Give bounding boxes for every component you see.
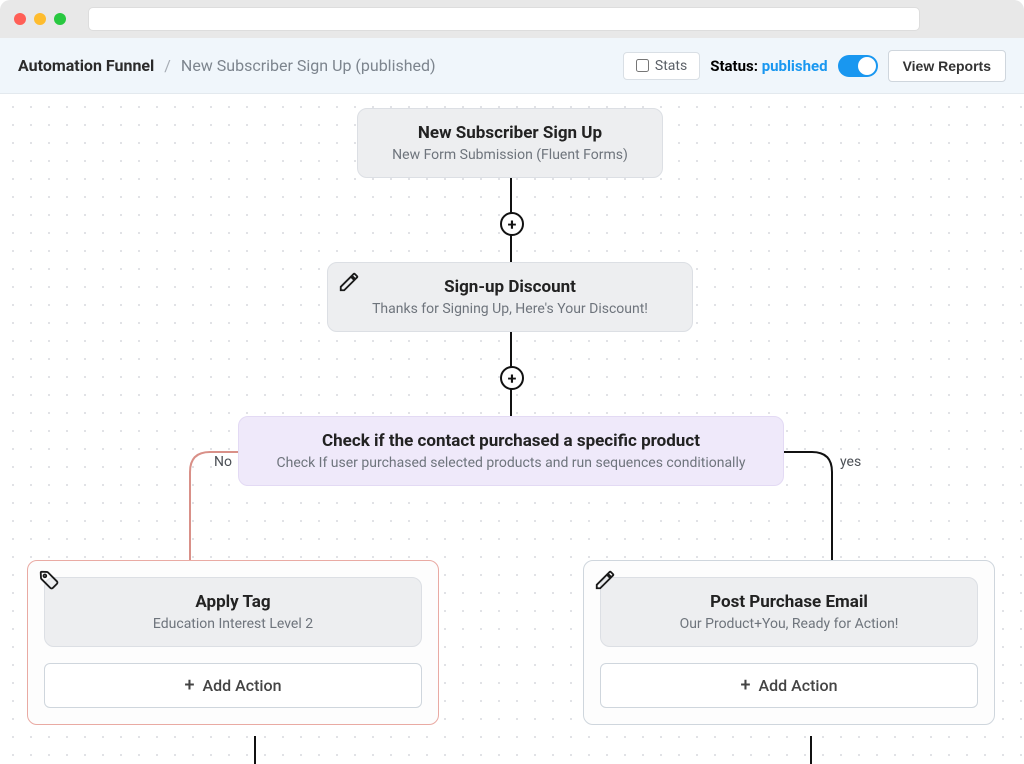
branch-label-no: No [212, 454, 234, 470]
compose-icon [594, 569, 616, 591]
node-subtitle: Our Product+You, Ready for Action! [623, 616, 955, 632]
stats-checkbox[interactable] [636, 59, 649, 72]
toggle-knob [858, 57, 876, 75]
branch-no-container[interactable]: Apply Tag Education Interest Level 2 + A… [27, 560, 439, 725]
node-subtitle: New Form Submission (Fluent Forms) [380, 147, 640, 163]
add-action-label: Add Action [759, 676, 838, 695]
breadcrumb-root[interactable]: Automation Funnel [18, 56, 154, 75]
email-node[interactable]: Sign-up Discount Thanks for Signing Up, … [327, 262, 693, 332]
add-action-button[interactable]: + Add Action [600, 663, 978, 708]
close-icon[interactable] [14, 13, 26, 25]
stats-label: Stats [655, 58, 687, 74]
minimize-icon[interactable] [34, 13, 46, 25]
breadcrumb-leaf: New Subscriber Sign Up (published) [181, 56, 436, 75]
url-bar[interactable] [88, 7, 920, 31]
plus-icon: + [741, 677, 751, 695]
tag-icon [38, 569, 60, 591]
automation-canvas[interactable]: + + No yes New Subscriber Sign Up New Fo… [0, 94, 1024, 764]
breadcrumb: Automation Funnel / New Subscriber Sign … [18, 56, 436, 75]
status-toggle[interactable] [838, 55, 878, 77]
status-label: Status: published [710, 57, 827, 75]
header-actions: Stats Status: published View Reports [623, 50, 1006, 82]
status-value: published [762, 57, 828, 75]
node-subtitle: Thanks for Signing Up, Here's Your Disco… [350, 301, 670, 317]
breadcrumb-separator: / [164, 56, 171, 75]
node-title: Apply Tag [67, 592, 399, 612]
branch-yes-container[interactable]: Post Purchase Email Our Product+You, Rea… [583, 560, 995, 725]
header-bar: Automation Funnel / New Subscriber Sign … [0, 38, 1024, 94]
plus-icon: + [185, 677, 195, 695]
status-prefix: Status: [710, 57, 761, 75]
add-action-button[interactable]: + Add Action [44, 663, 422, 708]
traffic-lights [14, 13, 66, 25]
node-subtitle: Check If user purchased selected product… [261, 455, 761, 471]
stats-toggle[interactable]: Stats [623, 52, 700, 80]
window-chrome [0, 0, 1024, 38]
view-reports-button[interactable]: View Reports [888, 50, 1006, 82]
post-purchase-email-node[interactable]: Post Purchase Email Our Product+You, Rea… [600, 577, 978, 647]
compose-icon [338, 271, 360, 293]
condition-node[interactable]: Check if the contact purchased a specifi… [238, 416, 784, 486]
node-title: Post Purchase Email [623, 592, 955, 612]
node-title: Sign-up Discount [350, 277, 670, 297]
branch-label-yes: yes [838, 454, 863, 470]
node-title: Check if the contact purchased a specifi… [261, 431, 761, 451]
apply-tag-node[interactable]: Apply Tag Education Interest Level 2 [44, 577, 422, 647]
add-step-button[interactable]: + [500, 366, 524, 390]
add-action-label: Add Action [203, 676, 282, 695]
trigger-node[interactable]: New Subscriber Sign Up New Form Submissi… [357, 108, 663, 178]
node-subtitle: Education Interest Level 2 [67, 616, 399, 632]
node-title: New Subscriber Sign Up [380, 123, 640, 143]
maximize-icon[interactable] [54, 13, 66, 25]
add-step-button[interactable]: + [500, 212, 524, 236]
